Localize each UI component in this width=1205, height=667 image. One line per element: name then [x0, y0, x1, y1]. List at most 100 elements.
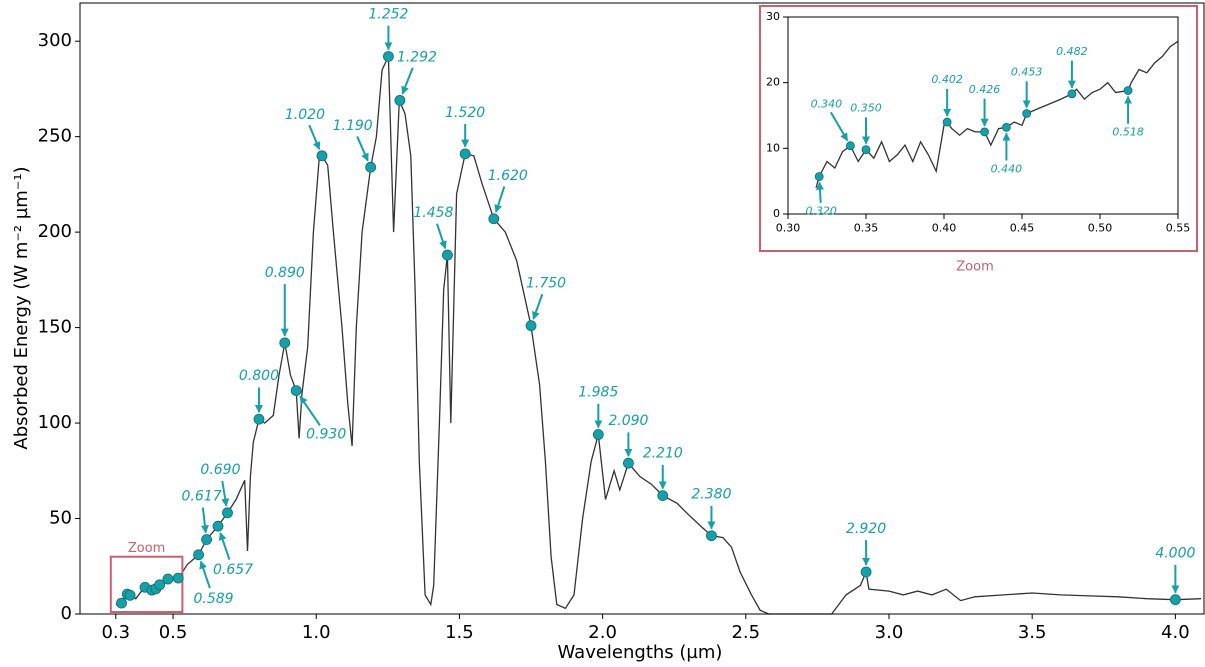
annotation-label: 4.000 — [1155, 546, 1195, 562]
marker — [290, 385, 302, 397]
zoom-box — [109, 555, 184, 613]
y-tick-label: 0 — [773, 207, 780, 220]
marker — [1123, 86, 1133, 95]
y-tick-label: 0 — [61, 603, 72, 624]
marker — [1002, 122, 1011, 132]
annotation-label: 0.800 — [239, 368, 279, 384]
inset-frame — [759, 5, 1198, 252]
x-tick-label: 2.0 — [588, 622, 617, 643]
y-tick-label: 10 — [766, 141, 780, 154]
marker — [253, 413, 265, 425]
y-axis-label: Absorbed Energy (W m⁻² µm⁻¹) — [11, 166, 32, 449]
annotation-label: 2.090 — [608, 413, 648, 429]
axes-frame — [787, 16, 1179, 215]
marker — [383, 51, 394, 62]
annotation-label: 1.190 — [333, 118, 373, 134]
x-tick-label: 0.50 — [1088, 222, 1113, 235]
x-tick-label: 2.5 — [731, 622, 760, 643]
marker — [706, 530, 717, 542]
annotation-arrow — [815, 181, 824, 203]
marker — [1022, 109, 1032, 118]
annotation-arrow — [356, 136, 369, 162]
annotation-label: 0.402 — [931, 73, 963, 86]
y-tick-label: 20 — [766, 76, 780, 89]
annotation-label: 1.985 — [578, 385, 618, 401]
x-tick-label: 0.55 — [1166, 222, 1191, 235]
annotation-label: 0.617 — [182, 489, 222, 505]
x-tick-label: 1.5 — [445, 622, 474, 643]
marker — [657, 490, 669, 502]
annotation-label: 0.426 — [969, 83, 1001, 96]
annotation-label: 0.350 — [850, 102, 882, 115]
marker — [846, 141, 855, 151]
marker — [592, 429, 604, 440]
annotation-label: 0.340 — [811, 98, 843, 111]
x-tick-label: 0.35 — [854, 222, 879, 235]
y-tick-label: 30 — [766, 10, 780, 23]
annotation-arrow — [299, 395, 321, 426]
marker — [442, 249, 453, 261]
annotation-arrow — [532, 293, 544, 320]
annotation-label: 1.252 — [368, 6, 408, 22]
y-tick-label: 200 — [38, 221, 72, 242]
marker — [1169, 594, 1181, 606]
marker — [860, 566, 872, 578]
annotation-label: 0.690 — [200, 462, 240, 478]
marker — [1067, 89, 1077, 99]
annotation-label: 0.589 — [194, 591, 234, 607]
inset-label: Zoom — [956, 260, 993, 275]
annotation-label: 2.380 — [691, 487, 731, 503]
x-axis-label: Wavelengths (µm) — [558, 642, 723, 663]
marker — [316, 150, 328, 162]
annotation-arrow — [401, 67, 414, 95]
x-tick-label: 4.0 — [1161, 622, 1190, 643]
annotation-label: 0.930 — [306, 427, 346, 443]
x-tick-label: 3.0 — [875, 622, 904, 643]
marker — [201, 534, 212, 545]
marker — [154, 579, 166, 591]
annotation-arrow — [436, 223, 447, 250]
marker — [980, 127, 989, 137]
annotation-label: 2.210 — [643, 446, 683, 462]
x-tick-label: 3.5 — [1018, 622, 1047, 643]
y-tick-label: 100 — [38, 412, 72, 433]
annotation-arrow — [218, 532, 231, 560]
annotation-arrow — [494, 186, 506, 213]
x-tick-label: 0.5 — [159, 622, 188, 643]
annotation-label: 1.020 — [285, 107, 325, 123]
marker — [365, 161, 377, 173]
marker — [488, 213, 500, 225]
annotation-label: 2.920 — [846, 521, 886, 537]
marker — [861, 145, 871, 155]
annotation-arrow — [200, 507, 209, 534]
y-tick-label: 250 — [38, 126, 72, 147]
marker — [622, 457, 634, 469]
annotation-label: 1.620 — [488, 168, 528, 184]
marker — [124, 589, 136, 601]
y-tick-label: 150 — [38, 317, 72, 338]
x-tick-label: 0.40 — [932, 222, 957, 235]
annotation-label: 0.320 — [805, 205, 837, 218]
marker — [814, 172, 824, 181]
annotation-label: 0.518 — [1112, 126, 1144, 139]
annotation-label: 1.292 — [397, 49, 437, 65]
annotation-label: 1.520 — [445, 105, 485, 121]
annotation-label: 0.657 — [213, 562, 253, 578]
spectrum-line — [815, 40, 1179, 188]
marker — [116, 597, 127, 609]
annotation-label: 1.750 — [526, 276, 566, 292]
marker — [525, 320, 537, 332]
x-tick-label: 0.45 — [1010, 222, 1035, 235]
annotation-arrow — [221, 480, 230, 507]
annotation-label: 1.458 — [413, 205, 453, 221]
marker — [459, 148, 471, 160]
annotation-arrow — [308, 124, 321, 151]
marker — [193, 549, 204, 561]
marker — [279, 337, 291, 349]
y-tick-label: 300 — [38, 30, 72, 51]
marker — [172, 572, 184, 584]
y-tick-label: 50 — [49, 508, 72, 529]
annotation-arrow — [199, 560, 211, 589]
zoom-box-label: Zoom — [128, 541, 165, 556]
